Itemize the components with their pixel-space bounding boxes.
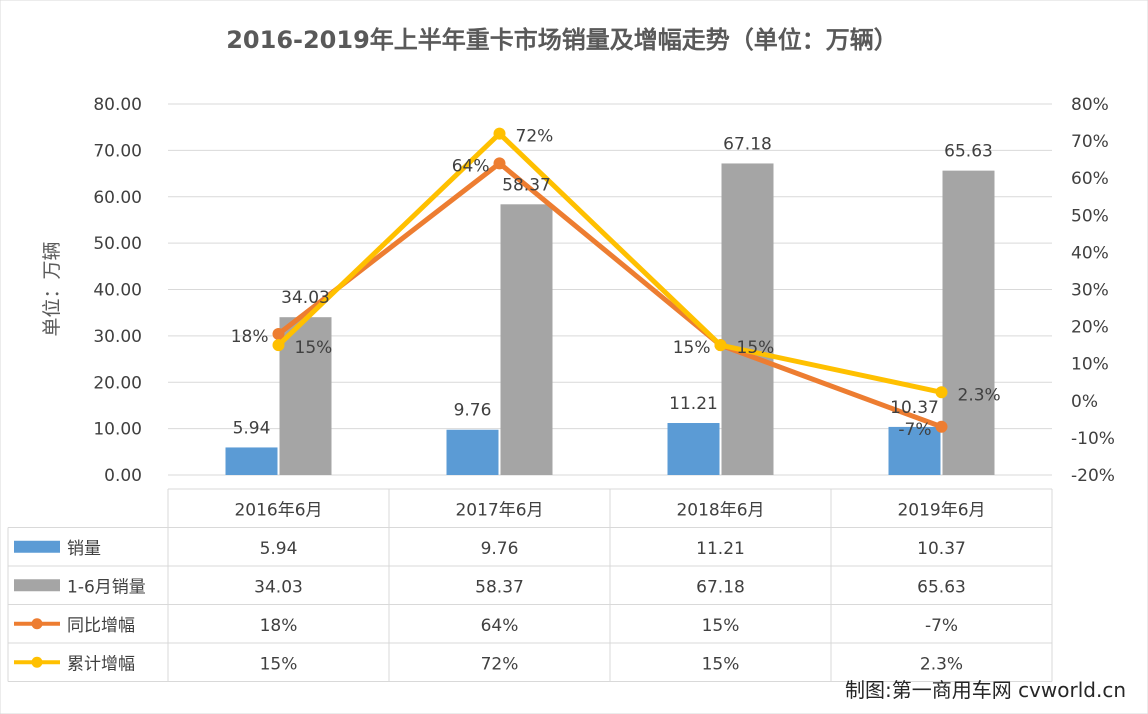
y-tick-label: 10.00 (93, 420, 142, 440)
lines (272, 127, 948, 433)
bar-data-label: 34.03 (281, 288, 330, 308)
y-axis-label: 单位：万辆 (41, 241, 63, 336)
y2-tick-label: 30% (1071, 281, 1109, 301)
y-tick-label: 30.00 (93, 327, 142, 347)
y2-tick-label: -10% (1071, 429, 1115, 449)
bar-cumulative-sales (721, 163, 774, 475)
y-tick-label: 20.00 (93, 373, 142, 393)
y2-tick-label: 0% (1071, 392, 1098, 412)
y2-tick-label: 70% (1071, 132, 1109, 152)
line-data-label: 15% (737, 338, 775, 358)
y-tick-label: 60.00 (93, 188, 142, 208)
y2-tick-label: 80% (1071, 95, 1109, 115)
table-cell: 9.76 (481, 539, 519, 559)
bars (225, 163, 995, 475)
bar-data-label: 65.63 (944, 142, 993, 162)
line-point (714, 339, 727, 352)
y2-axis-ticks: -20% -10% 0% 10% 20% 30% 40% 50% 60% 70% 80% (1071, 95, 1115, 486)
y2-tick-label: 10% (1071, 355, 1109, 375)
line-data-label: 64% (452, 156, 490, 176)
table-cell: 18% (260, 616, 298, 636)
bar-sales (888, 426, 941, 475)
line-point (493, 127, 506, 140)
bar-data-label: 5.94 (233, 418, 271, 438)
category-label: 2016年6月 (234, 500, 322, 520)
y-tick-label: 50.00 (93, 234, 142, 254)
table-cell: -7% (925, 616, 958, 636)
category-label: 2017年6月 (455, 500, 543, 520)
line-point (935, 386, 948, 399)
line-point (272, 339, 285, 352)
table-cell: 15% (702, 654, 740, 674)
y2-tick-label: -20% (1071, 466, 1115, 486)
bar-sales (225, 447, 278, 475)
table-cell: 72% (481, 654, 519, 674)
bar-data-label: 11.21 (669, 394, 718, 414)
table-cell: 5.94 (260, 539, 298, 559)
y-tick-label: 40.00 (93, 281, 142, 301)
line-point (272, 328, 285, 341)
bar-data-label: 9.76 (454, 401, 492, 421)
legend-swatch (14, 579, 60, 592)
line-data-label: 15% (295, 338, 333, 358)
y2-tick-label: 40% (1071, 243, 1109, 263)
bar-data-label: 10.37 (890, 398, 939, 418)
table-cell: 2.3% (920, 654, 963, 674)
y-tick-label: 70.00 (93, 141, 142, 161)
table-cell: 67.18 (696, 577, 745, 597)
line-point (935, 420, 948, 433)
table-cell: 11.21 (696, 539, 745, 559)
legend-swatch (14, 540, 60, 553)
bar-data-label: 67.18 (723, 134, 772, 154)
credit-text: 制图:第一商用车网 cvworld.cn (845, 678, 1126, 702)
legend-label: 同比增幅 (67, 616, 135, 636)
line-data-label: 2.3% (958, 385, 1001, 405)
table-cell: 58.37 (475, 577, 524, 597)
bar-sales (446, 429, 499, 475)
y2-tick-label: 20% (1071, 318, 1109, 338)
legend-label: 1-6月销量 (67, 577, 146, 597)
data-labels: 5.94 9.76 11.21 10.37 34.03 58.37 67.18 65.63 18… (231, 127, 1001, 440)
bar-cumulative-sales (279, 317, 332, 475)
legend-swatch-marker (31, 618, 43, 630)
table-cell: 64% (481, 616, 519, 636)
y2-tick-label: 60% (1071, 169, 1109, 189)
legend-label: 累计增幅 (67, 654, 135, 674)
line-data-label: 15% (673, 338, 711, 358)
table-cell: 34.03 (254, 577, 303, 597)
line-data-label: 18% (231, 327, 269, 347)
line-point (493, 157, 506, 170)
line-cumulative-growth (276, 131, 944, 395)
table-cell: 15% (260, 654, 298, 674)
bar-data-label: 58.37 (502, 175, 551, 195)
bar-sales (667, 423, 720, 475)
chart-title: 2016-2019年上半年重卡市场销量及增幅走势（单位：万辆） (226, 26, 898, 54)
y2-tick-label: 50% (1071, 206, 1109, 226)
y-axis-ticks: 0.00 10.00 20.00 30.00 40.00 50.00 60.00 70.00 8… (93, 95, 142, 486)
line-data-label: 72% (516, 127, 554, 147)
legend-swatch-marker (31, 656, 43, 668)
y-tick-label: 0.00 (104, 466, 142, 486)
category-label: 2019年6月 (897, 500, 985, 520)
table-cell: 10.37 (917, 539, 966, 559)
table-cell: 65.63 (917, 577, 966, 597)
bar-cumulative-sales (500, 204, 553, 475)
legend-label: 销量 (67, 539, 101, 559)
table-cell: 15% (702, 616, 740, 636)
line-yoy-growth (276, 160, 944, 430)
category-label: 2018年6月 (676, 500, 764, 520)
y-tick-label: 80.00 (93, 95, 142, 115)
line-data-label: -7% (898, 420, 931, 440)
bar-cumulative-sales (942, 170, 995, 475)
